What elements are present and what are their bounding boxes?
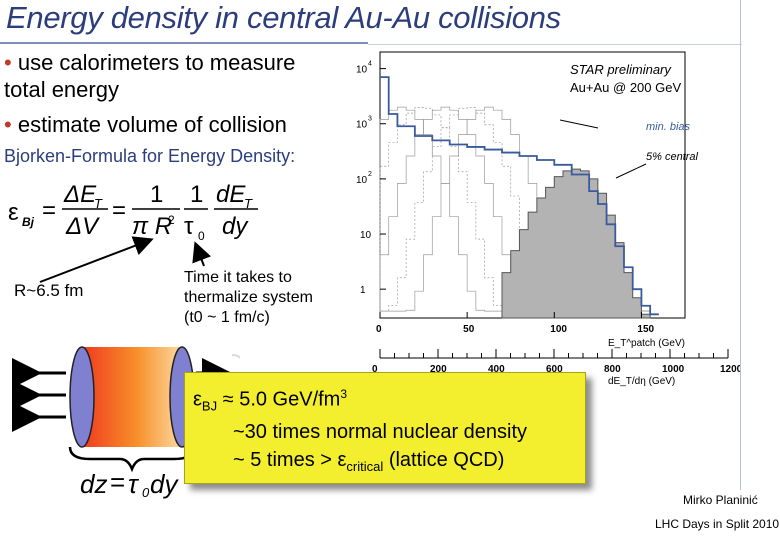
x-tick-label: 50	[463, 324, 475, 335]
chart-title: STAR preliminary	[570, 62, 672, 77]
bullet-1: • use calorimeters to measure	[4, 50, 295, 76]
bullet-dot: •	[4, 112, 18, 137]
formula-frac3-den: τ	[184, 213, 194, 240]
credit-author: Mirko Planinić	[683, 493, 758, 507]
credit-event: LHC Days in Split 2010	[655, 517, 780, 531]
summary-line1: εBJ ≈ 5.0 GeV/fm3	[193, 387, 347, 414]
annotation-line	[559, 119, 599, 129]
cylinder-left-cap	[69, 346, 95, 448]
x-tick-label: 0	[376, 324, 382, 335]
dz-tau: τ	[128, 469, 140, 499]
y-tick-label-exp: 3	[368, 116, 372, 123]
title-underline	[0, 42, 368, 44]
annotation-min-bias: min. bias	[646, 121, 691, 133]
title-underline-thin	[368, 44, 742, 45]
axis2-tick-label: 800	[604, 364, 621, 375]
formula-eq: =	[42, 197, 56, 224]
formula-frac2-num: 1	[150, 181, 163, 208]
right-border	[740, 0, 741, 490]
collision-cylinder-diagram: dz = τ 0 dy	[11, 346, 240, 500]
series-min-bias	[380, 76, 659, 316]
y-tick-label-exp: 4	[368, 61, 372, 68]
annotation-arrows	[39, 236, 212, 283]
y-tick-label: 10	[356, 175, 368, 186]
chart-subtitle: Au+Au @ 200 GeV	[570, 80, 681, 95]
formula-frac4-den: dy	[222, 213, 249, 240]
thermalize-line2: thermalize system	[184, 289, 313, 306]
formula-frac4-num: dE	[216, 181, 246, 208]
summary-line3-pre: ~ 5 times > ε	[233, 449, 347, 471]
bullet-1-cont: total energy	[4, 77, 119, 102]
x-axis-label: E_T^patch (GeV)	[608, 338, 685, 349]
x-tick-label: 150	[637, 324, 654, 335]
bjorken-formula: ε Bj = ΔE T ΔV = 1 π R 2 1 τ 0 dE T dy	[8, 181, 258, 243]
bullet-2-text: estimate volume of collision	[17, 112, 287, 137]
cylinder-body	[82, 347, 182, 447]
axis2-tick-label: 1200	[720, 364, 740, 375]
formula-frac3-num: 1	[190, 181, 203, 208]
summary-line3: ~ 5 times > εcritical (lattice QCD)	[233, 449, 504, 474]
bullet-2: • estimate volume of collision	[4, 112, 287, 138]
axis2-tick-label: 0	[372, 364, 378, 375]
dz-dy: dy	[150, 469, 179, 499]
summary-line2: ~30 times normal nuclear density	[233, 421, 528, 443]
formula-frac1-den: ΔV	[65, 213, 100, 240]
formula-frac2-den: π R	[132, 213, 172, 240]
annotation-5pct-central: 5% central	[646, 151, 699, 163]
formula-frac4-num-sub: T	[244, 196, 253, 211]
summary-eps: ε	[193, 388, 202, 411]
y-tick-label: 10	[360, 230, 372, 241]
slide-title: Energy density in central Au-Au collisio…	[6, 0, 561, 35]
dz-sub: 0	[142, 485, 150, 500]
thermalize-line1: Time it takes to	[184, 269, 292, 286]
formula-epsilon-sub: Bj	[22, 215, 35, 229]
formula-frac2-den-sup: 2	[168, 213, 175, 227]
summary-line3-sub: critical	[346, 459, 384, 474]
summary-line3-post: (lattice QCD)	[383, 449, 505, 471]
formula-eq2: =	[112, 197, 126, 224]
r-label: R~6.5 fm	[14, 281, 84, 300]
r-arrow	[39, 236, 154, 283]
thermalize-line3: (t0 ~ 1 fm/c)	[184, 309, 270, 326]
y-tick-label-exp: 2	[368, 171, 372, 178]
bjorken-heading: Bjorken-Formula for Energy Density:	[4, 146, 296, 166]
axis2-tick-label: 600	[546, 364, 563, 375]
formula-frac1-num-sub: T	[94, 196, 103, 211]
formula-frac1-num: ΔE	[63, 181, 97, 208]
thermalize-note: Time it takes to thermalize system (t0 ~…	[184, 268, 313, 328]
summary-value-sup: 3	[340, 387, 348, 401]
axis2-tick-label: 200	[430, 364, 447, 375]
x-tick-label: 100	[550, 324, 567, 335]
axis2-tick-label: 1000	[662, 364, 685, 375]
dz-lhs: dz	[80, 469, 107, 499]
y-tick-label: 10	[356, 120, 368, 131]
tau-arrow	[192, 241, 212, 267]
bullet-1-line1: use calorimeters to measure	[17, 50, 296, 75]
summary-eps-sub: BJ	[201, 398, 218, 414]
dz-eq: =	[110, 467, 125, 497]
bullet-dot: •	[4, 50, 18, 75]
annotation-central-line	[615, 163, 647, 179]
y-tick-label: 10	[356, 65, 368, 76]
summary-value: ≈ 5.0 GeV/fm	[222, 388, 341, 411]
axis2-tick-label: 400	[488, 364, 505, 375]
axis2-label: dE_T/dη (GeV)	[608, 376, 675, 387]
dz-brace	[68, 446, 196, 473]
y-tick-label: 1	[360, 285, 366, 296]
formula-frac3-den-sub: 0	[198, 229, 205, 243]
summary-box: εBJ ≈ 5.0 GeV/fm3 ~30 times normal nucle…	[184, 372, 586, 484]
formula-epsilon: ε	[8, 199, 19, 226]
